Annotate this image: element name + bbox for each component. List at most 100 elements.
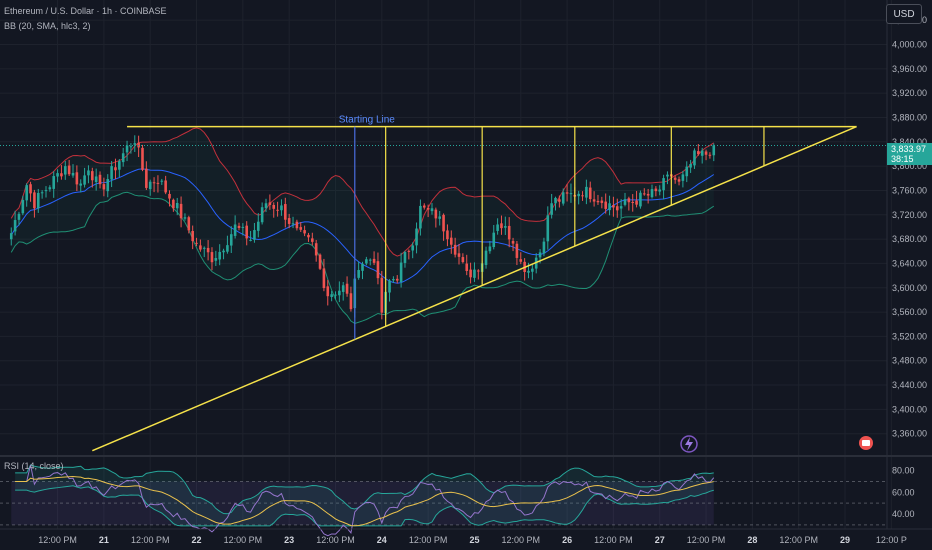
candle-body bbox=[206, 247, 210, 253]
candle-body bbox=[129, 146, 133, 148]
price-tick-label: 3,440.00 bbox=[892, 380, 927, 390]
price-axis[interactable]: 4,040.004,000.003,960.003,920.003,880.00… bbox=[886, 0, 927, 529]
candle-body bbox=[527, 270, 530, 273]
support-trendline[interactable] bbox=[92, 125, 857, 452]
candle-body bbox=[612, 205, 615, 208]
candle-body bbox=[673, 177, 677, 180]
candle-body bbox=[449, 237, 453, 245]
candle-body bbox=[469, 269, 472, 278]
candle-body bbox=[457, 253, 461, 257]
rsi-tick-label: 40.00 bbox=[892, 509, 915, 519]
bb-indicator-title[interactable]: BB (20, SMA, hlc3, 2) bbox=[4, 21, 91, 31]
candle-body bbox=[245, 225, 249, 239]
candle-body bbox=[349, 293, 353, 310]
lightning-logo-ring bbox=[680, 435, 698, 453]
candle-body bbox=[608, 203, 611, 211]
candle-body bbox=[326, 286, 330, 297]
candle-body bbox=[596, 200, 600, 203]
time-tick-label: 24 bbox=[377, 535, 387, 545]
time-axis[interactable]: 12:00 PM 21 12:00 PM 22 12:00 PM 23 12:00 PM 24… bbox=[0, 528, 932, 545]
last-price-tag: 3,833.97 38:15 bbox=[887, 143, 932, 165]
candle-body bbox=[202, 247, 206, 249]
candle-body bbox=[183, 217, 187, 219]
bar-countdown: 38:15 bbox=[891, 154, 914, 164]
candle-body bbox=[36, 192, 40, 209]
candle-body bbox=[152, 182, 156, 184]
candle-body bbox=[98, 174, 102, 185]
candle-body bbox=[114, 167, 117, 171]
time-tick-label: 12:00 PM bbox=[409, 535, 448, 545]
candle-body bbox=[430, 208, 434, 212]
candle-body bbox=[693, 150, 696, 166]
rsi-ma-line bbox=[15, 476, 714, 527]
candle-body bbox=[75, 172, 79, 185]
candle-body bbox=[214, 258, 218, 261]
candle-body bbox=[623, 199, 627, 205]
candle-body bbox=[585, 186, 588, 198]
price-tick-label: 3,640.00 bbox=[892, 258, 927, 268]
candle-body bbox=[33, 192, 36, 209]
candle-body bbox=[473, 269, 476, 278]
candle-body bbox=[125, 145, 129, 153]
price-tick-label: 3,680.00 bbox=[892, 234, 927, 244]
candle-body bbox=[291, 223, 295, 225]
candle-body bbox=[226, 245, 229, 252]
candle-body bbox=[697, 151, 700, 155]
candle-body bbox=[357, 270, 360, 278]
candle-body bbox=[141, 147, 144, 170]
time-tick-label: 22 bbox=[192, 535, 202, 545]
candle-body bbox=[515, 243, 519, 258]
candle-body bbox=[712, 145, 716, 156]
lightning-bolt-shape bbox=[685, 437, 693, 451]
candle-body bbox=[561, 192, 565, 204]
candle-body bbox=[9, 233, 13, 240]
candlestick-series bbox=[0, 135, 887, 320]
price-tick-label: 3,800.00 bbox=[892, 161, 927, 171]
candle-body bbox=[388, 280, 391, 293]
candle-body bbox=[654, 188, 658, 192]
candle-body bbox=[639, 192, 642, 207]
rsi-bollinger-fill bbox=[15, 464, 714, 526]
candle-body bbox=[542, 241, 546, 254]
candle-body bbox=[79, 183, 83, 186]
candle-body bbox=[311, 238, 314, 242]
candle-body bbox=[21, 199, 25, 214]
candle-body bbox=[44, 190, 48, 192]
candle-body bbox=[102, 184, 106, 190]
candle-body bbox=[222, 250, 225, 253]
candle-body bbox=[199, 245, 202, 250]
candle-body bbox=[380, 277, 384, 313]
candle-body bbox=[318, 254, 322, 269]
candle-body bbox=[507, 225, 511, 240]
candle-body bbox=[395, 278, 399, 281]
ascending-triangle-drawing[interactable]: Starting Line bbox=[92, 115, 857, 452]
candle-body bbox=[361, 263, 364, 271]
candle-body bbox=[334, 294, 337, 296]
candle-body bbox=[399, 262, 403, 282]
candle-body bbox=[110, 166, 113, 180]
candle-body bbox=[511, 241, 515, 244]
candle-body bbox=[164, 180, 167, 193]
candle-body bbox=[249, 239, 252, 241]
candle-body bbox=[365, 259, 368, 264]
candle-body bbox=[241, 226, 245, 228]
price-tick-label: 3,520.00 bbox=[892, 331, 927, 341]
candle-body bbox=[106, 179, 110, 192]
candle-body bbox=[392, 279, 395, 281]
candle-body bbox=[635, 200, 638, 205]
candle-body bbox=[438, 216, 442, 219]
candle-body bbox=[426, 207, 430, 210]
candle-body bbox=[60, 173, 63, 177]
candle-body bbox=[210, 252, 214, 263]
rsi-indicator-title[interactable]: RSI (14, close) bbox=[4, 461, 64, 471]
time-tick-label: 27 bbox=[655, 535, 665, 545]
candle-body bbox=[338, 290, 341, 296]
candle-body bbox=[191, 230, 194, 242]
candle-body bbox=[195, 242, 198, 244]
time-tick-label: 12:00 PM bbox=[687, 535, 726, 545]
currency-button[interactable]: USD bbox=[886, 4, 922, 24]
candle-body bbox=[345, 283, 349, 294]
candle-body bbox=[500, 223, 503, 229]
rsi-bb-upper bbox=[15, 464, 714, 515]
